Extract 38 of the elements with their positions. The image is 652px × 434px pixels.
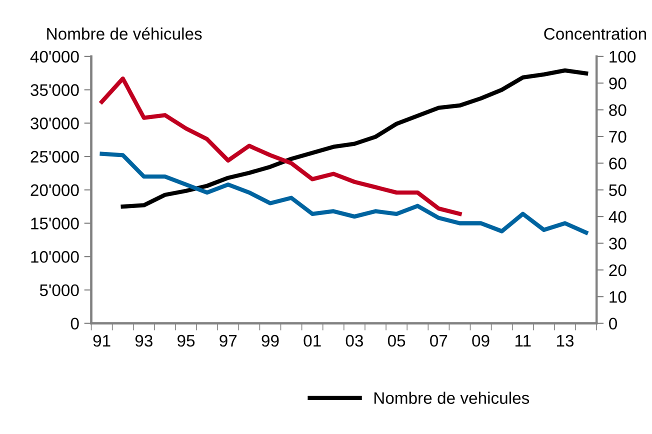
line-series bbox=[100, 76, 462, 216]
y-tick-label: 35'000 bbox=[30, 84, 79, 96]
line-series bbox=[100, 152, 588, 235]
y-tick-label: 20'000 bbox=[30, 184, 79, 196]
y-tick-label: 15'000 bbox=[31, 218, 79, 230]
y2-tick-label: 30 bbox=[609, 238, 626, 250]
x-tick-label: 09 bbox=[472, 334, 490, 347]
x-tick-label: 13 bbox=[557, 334, 574, 347]
y2-tick-label: 0 bbox=[609, 318, 618, 330]
x-tick-label: 07 bbox=[430, 334, 448, 347]
y-tick-label: 0 bbox=[70, 318, 79, 330]
y-axis-title: Nombre de véhicules bbox=[47, 27, 202, 40]
y2-tick-label: 80 bbox=[609, 104, 626, 116]
x-tick-label: 05 bbox=[388, 334, 406, 347]
x-tick-label: 91 bbox=[93, 334, 110, 347]
y-tick-label: 40'000 bbox=[30, 50, 79, 63]
x-tick-label: 97 bbox=[220, 334, 237, 347]
x-tick-label: 93 bbox=[135, 334, 152, 347]
y2-tick-label: 100 bbox=[610, 50, 636, 63]
y-tick-label: 30'000 bbox=[30, 118, 79, 130]
x-tick-label: 11 bbox=[516, 335, 531, 347]
x-tick-label: 01 bbox=[304, 334, 321, 347]
y2-tick-label: 60 bbox=[609, 158, 626, 170]
y2-tick-label: 70 bbox=[609, 130, 626, 143]
x-tick-label: 03 bbox=[346, 334, 363, 347]
y-tick-label: 25'000 bbox=[30, 150, 79, 163]
y2-tick-label: 20 bbox=[609, 264, 626, 276]
legend-label: Nombre de vehicules bbox=[374, 392, 530, 404]
line-series bbox=[120, 68, 588, 209]
y2-tick-label: 40 bbox=[608, 210, 626, 223]
x-tick-label: 99 bbox=[262, 334, 279, 347]
x-tick-label: 95 bbox=[178, 334, 195, 347]
y2-tick-label: 90 bbox=[609, 78, 626, 90]
y2-tick-label: 50 bbox=[609, 184, 626, 196]
y2-axis-title: Concentration bbox=[544, 28, 646, 40]
y2-tick-label: 10 bbox=[610, 291, 626, 303]
y-tick-label: 5'000 bbox=[40, 284, 79, 296]
y-tick-label: 10'000 bbox=[31, 251, 79, 263]
